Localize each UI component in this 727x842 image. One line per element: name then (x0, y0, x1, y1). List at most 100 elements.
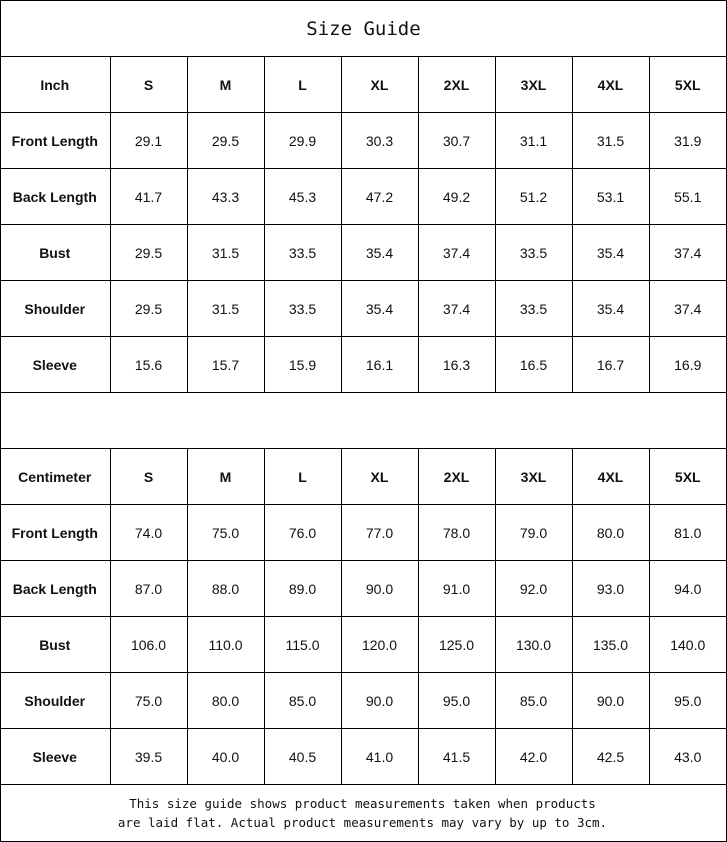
measurement-value: 75.0 (109, 672, 188, 729)
measurement-value: 55.1 (648, 168, 726, 225)
table-row: Bust 29.5 31.5 33.5 35.4 37.4 33.5 35.4 37.4 (0, 224, 726, 281)
size-header: 3XL (494, 56, 573, 113)
inch-size-table: Inch S M L XL 2XL 3XL 4XL 5XL Front Length 29.1 29.… (0, 56, 726, 393)
measurement-value: 90.0 (340, 672, 419, 729)
table-row: Bust 106.0 110.0 115.0 120.0 125.0 130.0 135.0 1… (0, 616, 726, 673)
measurement-value: 90.0 (340, 560, 419, 617)
measurement-value: 89.0 (263, 560, 342, 617)
measurement-value: 35.4 (340, 280, 419, 337)
size-header: XL (340, 448, 419, 505)
measurement-value: 77.0 (340, 504, 419, 561)
size-header: 3XL (494, 448, 573, 505)
measurement-value: 35.4 (571, 280, 650, 337)
unit-label: Centimeter (0, 448, 111, 505)
measurement-label: Shoulder (0, 280, 111, 337)
table-spacer (0, 392, 725, 448)
measurement-value: 45.3 (263, 168, 342, 225)
measurement-value: 88.0 (186, 560, 265, 617)
measurement-value: 29.5 (186, 112, 265, 169)
measurement-value: 85.0 (494, 672, 573, 729)
size-header: 5XL (648, 448, 726, 505)
table-row: Shoulder 75.0 80.0 85.0 90.0 95.0 85.0 90.0 95.0 (0, 672, 726, 729)
page-title: Size Guide (1, 1, 726, 57)
measurement-label: Back Length (0, 560, 111, 617)
measurement-value: 130.0 (494, 616, 573, 673)
measurement-value: 37.4 (417, 224, 496, 281)
measurement-value: 29.9 (263, 112, 342, 169)
measurement-value: 41.7 (109, 168, 188, 225)
measurement-label: Sleeve (0, 728, 111, 785)
measurement-value: 40.5 (263, 728, 342, 785)
header-row: Inch S M L XL 2XL 3XL 4XL 5XL (0, 56, 726, 113)
size-header: L (263, 56, 342, 113)
measurement-value: 33.5 (263, 280, 342, 337)
measurement-value: 75.0 (186, 504, 265, 561)
table-row: Back Length 87.0 88.0 89.0 90.0 91.0 92.0 93.0 9… (0, 560, 726, 617)
measurement-value: 42.0 (494, 728, 573, 785)
measurement-value: 49.2 (417, 168, 496, 225)
table-row: Front Length 74.0 75.0 76.0 77.0 78.0 79.0 80.0… (0, 504, 726, 561)
measurement-value: 90.0 (571, 672, 650, 729)
measurement-value: 41.5 (417, 728, 496, 785)
measurement-value: 37.4 (648, 224, 726, 281)
measurement-value: 29.1 (109, 112, 188, 169)
measurement-value: 53.1 (571, 168, 650, 225)
measurement-value: 16.3 (417, 336, 496, 393)
size-header: XL (340, 56, 419, 113)
measurement-label: Bust (0, 616, 111, 673)
size-header: S (109, 448, 188, 505)
measurement-note: This size guide shows product measuremen… (0, 784, 725, 841)
measurement-value: 35.4 (340, 224, 419, 281)
centimeter-size-table: Centimeter S M L XL 2XL 3XL 4XL 5XL Front Length 7… (0, 448, 726, 785)
measurement-value: 30.3 (340, 112, 419, 169)
table-row: Sleeve 15.6 15.7 15.9 16.1 16.3 16.5 16.7 16.9 (0, 336, 726, 393)
measurement-value: 95.0 (648, 672, 726, 729)
table-row: Shoulder 29.5 31.5 33.5 35.4 37.4 33.5 35.4 37.4 (0, 280, 726, 337)
measurement-value: 135.0 (571, 616, 650, 673)
measurement-value: 120.0 (340, 616, 419, 673)
measurement-value: 37.4 (417, 280, 496, 337)
size-header: 4XL (571, 56, 650, 113)
measurement-value: 87.0 (109, 560, 188, 617)
size-header: 2XL (417, 448, 496, 505)
header-row: Centimeter S M L XL 2XL 3XL 4XL 5XL (0, 448, 726, 505)
measurement-value: 15.6 (109, 336, 188, 393)
measurement-value: 78.0 (417, 504, 496, 561)
measurement-value: 92.0 (494, 560, 573, 617)
size-header: S (109, 56, 188, 113)
measurement-value: 31.9 (648, 112, 726, 169)
size-header: M (186, 448, 265, 505)
measurement-value: 16.1 (340, 336, 419, 393)
measurement-label: Front Length (0, 504, 111, 561)
measurement-value: 81.0 (648, 504, 726, 561)
measurement-value: 115.0 (263, 616, 342, 673)
measurement-value: 15.7 (186, 336, 265, 393)
measurement-value: 35.4 (571, 224, 650, 281)
measurement-value: 140.0 (648, 616, 726, 673)
size-header: 4XL (571, 448, 650, 505)
size-header: M (186, 56, 265, 113)
measurement-value: 15.9 (263, 336, 342, 393)
table-row: Front Length 29.1 29.5 29.9 30.3 30.7 31.1 31.5… (0, 112, 726, 169)
measurement-value: 43.3 (186, 168, 265, 225)
measurement-value: 80.0 (186, 672, 265, 729)
measurement-value: 125.0 (417, 616, 496, 673)
measurement-value: 33.5 (263, 224, 342, 281)
measurement-value: 80.0 (571, 504, 650, 561)
measurement-value: 91.0 (417, 560, 496, 617)
measurement-value: 41.0 (340, 728, 419, 785)
measurement-label: Shoulder (0, 672, 111, 729)
measurement-value: 93.0 (571, 560, 650, 617)
table-row: Sleeve 39.5 40.0 40.5 41.0 41.5 42.0 42.5 43.0 (0, 728, 726, 785)
size-header: 5XL (648, 56, 726, 113)
measurement-value: 95.0 (417, 672, 496, 729)
measurement-value: 42.5 (571, 728, 650, 785)
note-line-1: This size guide shows product measuremen… (129, 796, 596, 811)
measurement-value: 16.7 (571, 336, 650, 393)
measurement-value: 79.0 (494, 504, 573, 561)
measurement-value: 43.0 (648, 728, 726, 785)
measurement-value: 76.0 (263, 504, 342, 561)
measurement-label: Bust (0, 224, 111, 281)
measurement-label: Front Length (0, 112, 111, 169)
measurement-value: 16.5 (494, 336, 573, 393)
